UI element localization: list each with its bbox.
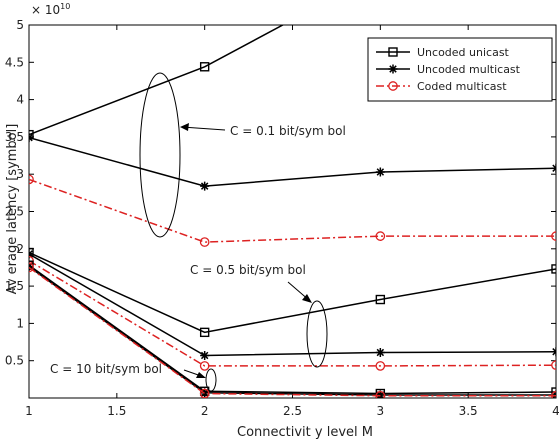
series-line [29,260,556,367]
square-marker [199,327,210,338]
y-tick-label: 1.5 [5,279,24,293]
annotation-ellipse-c01 [139,72,181,238]
star-marker [388,64,398,74]
square-marker [199,62,210,72]
y-tick-label: 2 [16,242,24,256]
x-tick-label: 2.5 [283,404,302,418]
square-marker [551,264,556,274]
annotation-arrow-c01 [181,126,226,131]
y-tick-label: 3.5 [5,130,24,144]
x-tick-label: 3.5 [459,404,478,418]
square-marker [551,387,556,397]
annotation-arrowhead-c05 [302,294,312,303]
series-uncoded-multicast [29,133,556,191]
series-line [29,25,285,136]
star-marker [551,347,556,357]
series-line [29,264,556,395]
square-marker [29,247,34,258]
series-line [29,253,556,357]
x-tick-label: 4 [552,404,559,418]
series-uncoded-unicast [29,247,556,338]
series-line [29,266,556,397]
x-tick-label: 1 [25,404,33,418]
star-marker [551,163,556,173]
circle-marker [375,361,386,371]
annotation-label-c05: C = 0.5 bit/sym bol [190,263,306,277]
y-multiplier-exponent: 10 [60,2,70,11]
circle-marker [29,174,34,185]
annotation-label-c10: C = 10 bit/sym bol [50,362,162,376]
square-marker [29,129,34,140]
annotation-label-c01: C = 0.1 bit/sym bol [230,124,346,138]
y-axis-label: Av erage latency [symbol] [5,124,20,295]
circle-marker [551,231,556,241]
annotation-arrowhead-c10 [196,372,206,378]
circle-marker [29,262,34,273]
y-tick-label: 3 [16,167,24,181]
series-layer [29,25,556,398]
legend-label: Uncoded unicast [417,46,510,59]
x-tick-label: 3 [377,404,385,418]
square-marker [388,47,398,57]
circle-marker [375,231,386,241]
circle-marker [199,237,210,247]
circle-marker [551,360,556,371]
series-coded-multicast [29,262,556,398]
series-line [29,136,556,187]
y-tick-label: 4 [16,93,24,107]
series-uncoded-multicast [29,249,556,360]
annotation-arrowhead-c01 [180,123,189,131]
y-tick-label: 4.5 [5,55,24,69]
star-marker [29,133,34,143]
annotation-layer: C = 0.1 bit/sym bol C = 0.5 bit/sym bol C … [50,72,346,392]
square-marker [375,294,386,305]
series-line [29,178,556,243]
x-tick-label: 2 [201,404,209,418]
y-multiplier: × 1010 [31,2,70,17]
circle-marker [199,361,210,371]
y-tick-label: 5 [16,18,24,32]
y-tick-label: 2.5 [5,205,24,219]
circle-marker [199,388,210,398]
star-marker [200,181,210,191]
y-tick-label: 0.5 [5,354,24,368]
y-tick-label: 1 [16,316,24,330]
x-axis-label: Connectivit y level M [237,425,373,440]
star-marker [375,167,385,177]
circle-marker [551,390,556,398]
circle-marker [388,81,398,91]
x-tick-label: 1.5 [107,404,126,418]
legend: Uncoded unicast Uncoded multicast Coded mu… [367,37,553,102]
annotation-ellipse-c10 [205,368,217,392]
series-coded-multicast [29,174,556,247]
circle-marker [375,390,386,398]
star-marker [200,350,210,360]
legend-label: Coded multicast [417,80,507,93]
series-line [29,251,556,334]
annotation-ellipse-c05 [306,300,328,368]
star-marker [375,347,385,357]
y-multiplier-base: × 10 [31,3,60,17]
legend-label: Uncoded multicast [417,63,521,76]
series-uncoded-unicast [29,25,285,140]
